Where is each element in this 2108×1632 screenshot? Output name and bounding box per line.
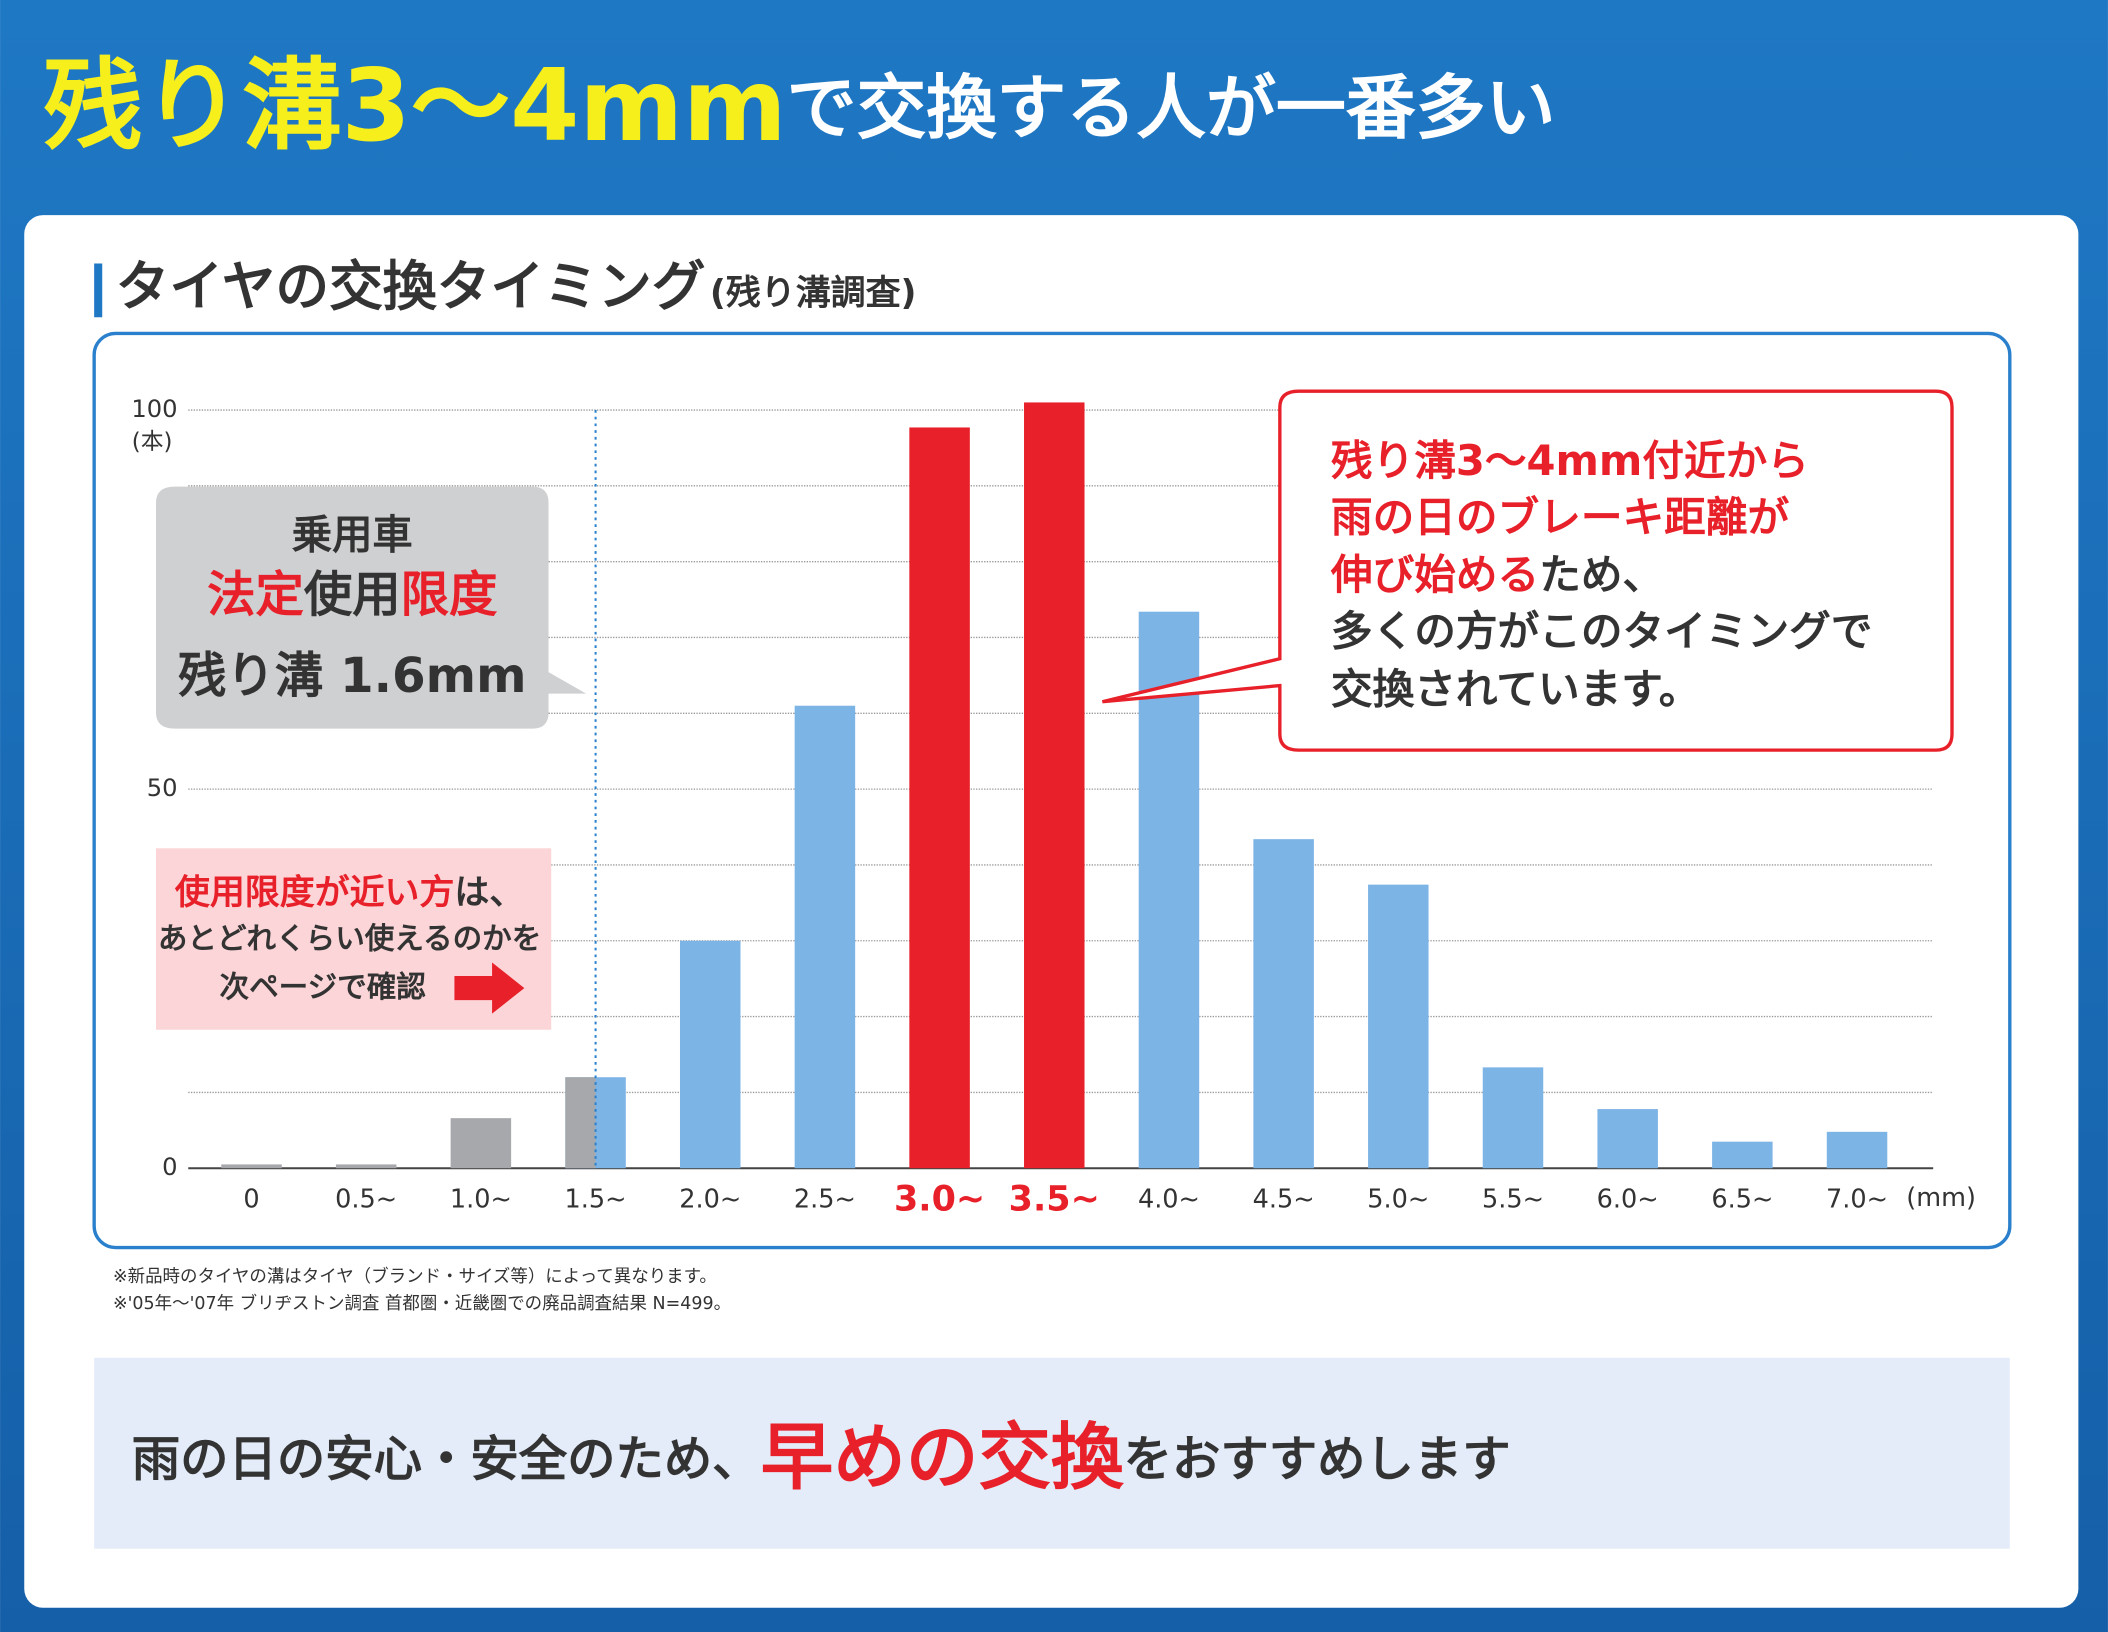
callout-line-part: 交換されています。 — [1331, 664, 1700, 713]
callout-line: 残り溝3〜4mm付近から — [1331, 436, 1809, 485]
x-tick-label: 0.5~ — [335, 1184, 397, 1214]
banner-box — [94, 1357, 2010, 1549]
x-tick-label: 7.0~ — [1826, 1184, 1888, 1214]
title-marker — [94, 263, 103, 318]
footnote: ※新品時のタイヤの溝はタイヤ（ブランド・サイズ等）によって異なります。 — [113, 1266, 717, 1287]
bar — [450, 1118, 512, 1169]
next-page-line-part: は、 — [454, 873, 524, 913]
next-page-line: 次ページで確認 — [220, 970, 427, 1004]
next-page-line: あとどれくらい使えるのかを — [158, 921, 541, 955]
callout-line-part: ため、 — [1539, 550, 1664, 599]
banner-text-part: をおすすめします — [1124, 1432, 1511, 1488]
bar — [909, 427, 970, 1169]
x-tick-label: 2.0~ — [679, 1184, 741, 1214]
callout-line-part: 雨の日のブレーキ距離が — [1331, 492, 1790, 541]
chart-title: タイヤの交換タイミング — [116, 255, 706, 318]
y-tick-label: 50 — [147, 774, 178, 802]
bar — [794, 705, 856, 1169]
banner-text: 雨の日の安心・安全のため、早めの交換をおすすめします — [132, 1417, 1511, 1501]
limit-note-line: 乗用車 — [292, 512, 413, 559]
bar — [1138, 611, 1200, 1169]
bar — [221, 1164, 282, 1169]
next-page-line-part: あとどれくらい使えるのかを — [158, 921, 541, 955]
bar — [1826, 1131, 1888, 1169]
chart-subtitle: (残り溝調査) — [710, 273, 917, 313]
callout-box — [1101, 389, 1954, 752]
x-tick-label: 4.0~ — [1138, 1184, 1200, 1214]
x-tick-label: 1.0~ — [450, 1184, 512, 1214]
callout-line-part: 伸び始める — [1330, 550, 1539, 599]
y-unit: (本) — [132, 429, 173, 455]
limit-note-line: 法定使用限度 — [207, 567, 498, 623]
x-tick-label: 0 — [243, 1184, 259, 1214]
x-unit: (mm) — [1906, 1183, 1976, 1213]
bar — [335, 1164, 397, 1169]
x-tick-label: 6.5~ — [1711, 1184, 1773, 1214]
page-title-part: 残り溝3〜4mm — [43, 49, 787, 164]
bar — [1597, 1109, 1658, 1169]
bar — [1253, 839, 1314, 1169]
arrow — [454, 962, 525, 1014]
x-tick-label: 2.5~ — [794, 1184, 856, 1214]
callout-line: 伸び始めるため、 — [1330, 550, 1664, 599]
callout-line: 交換されています。 — [1331, 664, 1700, 713]
bar — [679, 940, 741, 1169]
page-title: 残り溝3〜4mmで交換する人が一番多い — [43, 49, 1555, 164]
x-tick-label: 5.0~ — [1367, 1184, 1429, 1214]
x-tick-label: 6.0~ — [1597, 1184, 1659, 1214]
x-tick-label: 1.5~ — [565, 1184, 627, 1214]
limit-note-line-part: 法定 — [207, 567, 304, 623]
limit-note-line: 残り溝 1.6mm — [178, 648, 526, 704]
y-tick-label: 0 — [162, 1153, 177, 1181]
y-tick-label: 100 — [131, 395, 177, 423]
next-page-line-part: 次ページで確認 — [220, 970, 427, 1004]
next-page-line-part: 使用限度が近い方 — [174, 873, 455, 913]
bar — [1482, 1067, 1544, 1169]
x-tick-label: 3.5~ — [1009, 1179, 1100, 1219]
bar — [1712, 1141, 1773, 1169]
page-title-part: で交換する人が一番多い — [787, 68, 1556, 149]
callout-line: 多くの方がこのタイミングで — [1331, 607, 1873, 656]
x-tick-label: 4.5~ — [1253, 1184, 1315, 1214]
x-tick-label: 5.5~ — [1482, 1184, 1544, 1214]
limit-note-line-part: 限度 — [401, 567, 498, 623]
limit-note-line-part: 残り溝 1.6mm — [178, 648, 526, 704]
banner-text-part: 雨の日の安心・安全のため、 — [132, 1432, 761, 1488]
callout-line: 雨の日のブレーキ距離が — [1331, 492, 1790, 541]
limit-box — [155, 486, 587, 729]
footnote: ※'05年〜'07年 ブリヂストン調査 首都圏・近畿圏での廃品調査結果 N=49… — [113, 1293, 731, 1314]
bar — [1024, 402, 1085, 1169]
banner-text-part: 早めの交換 — [761, 1417, 1124, 1501]
callout-line-part: 多くの方がこのタイミングで — [1331, 607, 1873, 656]
limit-note-line-part: 乗用車 — [292, 512, 413, 559]
x-tick-label: 3.0~ — [894, 1179, 985, 1219]
next-page-line: 使用限度が近い方は、 — [174, 873, 524, 913]
limit-note-line-part: 使用 — [304, 567, 401, 623]
limit-shade — [565, 1077, 596, 1169]
callout-line-part: 残り溝3〜4mm付近から — [1331, 436, 1809, 485]
bar — [1368, 884, 1429, 1169]
